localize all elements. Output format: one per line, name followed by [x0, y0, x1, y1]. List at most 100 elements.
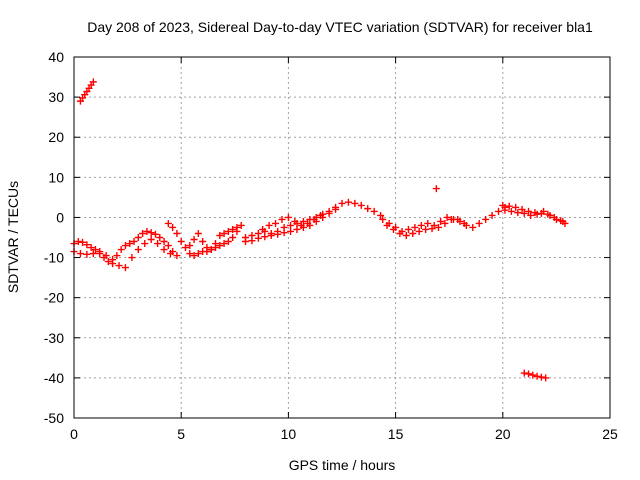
data-point — [233, 227, 241, 235]
data-point — [139, 229, 147, 237]
data-point — [284, 213, 292, 221]
series-main-5 — [499, 201, 569, 227]
data-point — [216, 242, 224, 250]
data-point — [113, 252, 121, 260]
data-point — [96, 248, 104, 256]
y-tick-label: -30 — [44, 330, 64, 346]
data-point — [415, 227, 423, 235]
x-tick-label: 15 — [388, 426, 404, 442]
data-point — [525, 207, 533, 215]
data-point — [338, 199, 346, 207]
series-outlier-end — [520, 369, 550, 382]
data-point — [278, 215, 286, 223]
data-point — [417, 221, 425, 229]
data-point — [259, 225, 267, 233]
data-point — [460, 219, 468, 227]
data-point — [190, 252, 198, 260]
data-point — [396, 229, 404, 237]
data-point — [488, 211, 496, 219]
data-point — [130, 238, 138, 246]
data-point — [409, 229, 417, 237]
data-point — [154, 240, 162, 248]
data-point — [540, 207, 548, 215]
data-point — [287, 227, 295, 235]
data-point — [89, 78, 97, 86]
data-point — [147, 229, 155, 237]
data-point — [220, 229, 228, 237]
y-tick-label: 10 — [48, 169, 64, 185]
data-point — [186, 250, 194, 258]
data-point — [89, 250, 97, 258]
series-main-4 — [379, 203, 509, 235]
data-point — [141, 240, 149, 248]
plot-frame — [73, 56, 611, 419]
data-point — [533, 210, 541, 218]
series-outlier-start — [76, 78, 97, 105]
data-point — [325, 209, 333, 217]
data-point — [143, 227, 151, 235]
chart-title: Day 208 of 2023, Sidereal Day-to-day VTE… — [87, 19, 593, 35]
data-point — [134, 246, 142, 254]
data-point — [186, 242, 194, 250]
data-point — [156, 234, 164, 241]
data-point — [91, 246, 99, 254]
y-tick-label: 30 — [48, 89, 64, 105]
data-point — [147, 236, 155, 244]
data-point — [254, 234, 262, 242]
data-point — [505, 202, 513, 210]
data-point — [424, 219, 432, 227]
y-tick-label: 40 — [48, 49, 64, 65]
data-point — [104, 258, 112, 266]
data-point — [117, 246, 125, 254]
data-point — [242, 238, 250, 246]
data-point — [546, 211, 554, 219]
data-point — [379, 215, 387, 223]
data-point — [389, 225, 397, 233]
x-tick-label: 25 — [602, 426, 618, 442]
data-point — [512, 203, 520, 211]
data-point — [364, 205, 372, 213]
data-point — [134, 234, 142, 241]
data-point — [499, 201, 507, 209]
series-main-3c — [259, 211, 325, 233]
data-point — [441, 219, 449, 227]
data-point — [475, 219, 483, 227]
data-point — [194, 229, 202, 237]
data-point — [87, 244, 95, 252]
data-point — [293, 225, 301, 233]
data-point — [160, 246, 168, 254]
data-point — [166, 250, 174, 258]
data-point — [482, 215, 490, 223]
data-point — [518, 205, 526, 213]
data-point — [495, 207, 503, 215]
data-point — [357, 201, 365, 209]
data-point — [344, 198, 352, 206]
data-point — [164, 242, 172, 250]
x-tick-label: 20 — [495, 426, 511, 442]
data-point — [537, 373, 545, 381]
data-point — [121, 264, 129, 272]
y-tick-label: 20 — [48, 129, 64, 145]
data-point — [237, 221, 245, 229]
data-point — [447, 215, 455, 223]
data-point — [83, 250, 91, 258]
data-point — [265, 221, 273, 229]
series-main-1b — [70, 236, 174, 272]
data-point — [552, 215, 560, 223]
data-point — [428, 225, 436, 233]
data-point — [121, 242, 129, 250]
data-point — [181, 244, 189, 252]
data-point — [173, 229, 181, 237]
data-point — [126, 240, 134, 248]
series-outlier-mid — [432, 185, 440, 193]
data-point — [194, 250, 202, 258]
data-point — [216, 231, 224, 239]
data-point — [83, 241, 91, 249]
data-point — [529, 371, 537, 379]
data-points — [70, 78, 569, 382]
data-point — [280, 229, 288, 237]
data-point — [437, 217, 445, 225]
data-point — [267, 231, 275, 239]
data-point — [291, 217, 299, 225]
